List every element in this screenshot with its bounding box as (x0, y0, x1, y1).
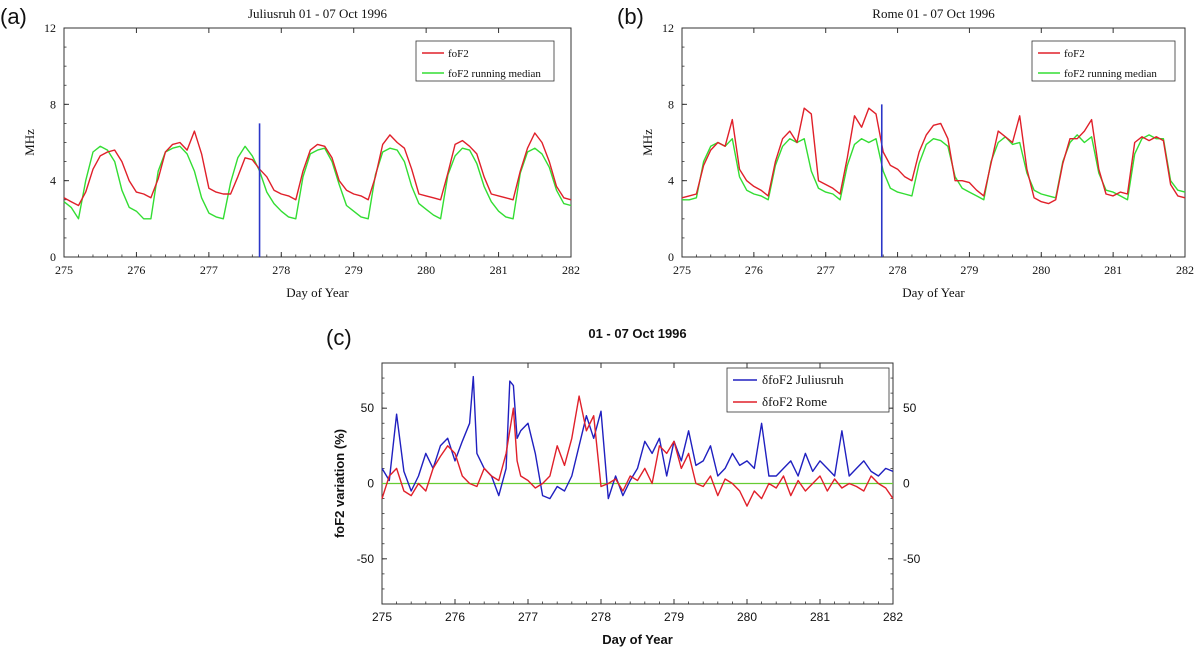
chart-b-ytick-label: 12 (662, 21, 674, 35)
chart-c-xtick-label: 279 (664, 610, 684, 624)
chart-a-legend-label: foF2 running median (448, 68, 541, 80)
chart-a-series-0 (63, 130, 572, 207)
chart-a-xtick-label: 275 (55, 263, 73, 277)
chart-c-legend (726, 367, 890, 413)
chart-c-xtick-label: 280 (737, 610, 757, 624)
chart-c-ytick-label-right: -50 (903, 552, 921, 566)
chart-c-xtick-label: 282 (883, 610, 903, 624)
chart-a-xlabel: Day of Year (286, 285, 349, 300)
panel-c-letter: (c) (326, 325, 352, 350)
chart-b-series-0 (681, 107, 1186, 205)
chart-a-xtick-label: 277 (200, 263, 218, 277)
chart-c-ylabel: foF2 variation (%) (332, 429, 347, 538)
panel-c: (c) (326, 325, 352, 350)
chart-c-ytick-label: -50 (357, 552, 375, 566)
chart-c-legend-label: δfoF2 Juliusruh (762, 372, 844, 387)
chart-a-legend (415, 40, 555, 82)
chart-b-legend-label: foF2 (1064, 48, 1085, 60)
chart-b-xlabel: Day of Year (902, 285, 965, 300)
chart-b: Rome 01 - 07 Oct 1996 275 276 277 278 279 280 2… (640, 6, 1194, 300)
chart-a-legend-label: foF2 (448, 48, 469, 60)
chart-c-ytick-label-right: 50 (903, 401, 917, 415)
chart-c-xtick-label: 275 (372, 610, 392, 624)
chart-c-xtick-label: 276 (445, 610, 465, 624)
chart-c-ytick-label: 50 (361, 401, 375, 415)
chart-c-ytick-label-right: 0 (903, 477, 910, 491)
chart-a-series-1 (63, 145, 572, 220)
chart-a: Juliusruh 01 - 07 Oct 1996 275 276 277 278 27… (22, 6, 580, 300)
chart-b-ytick-label: 4 (668, 174, 674, 188)
chart-b-xtick-label: 279 (960, 263, 978, 277)
chart-b-series-1 (682, 134, 1186, 201)
chart-a-ytick-label: 4 (50, 174, 56, 188)
chart-a-ytick-label: 8 (50, 97, 56, 111)
chart-b-xtick-label: 282 (1176, 263, 1194, 277)
chart-a-ytick-label: 12 (44, 21, 56, 35)
chart-a-xtick-label: 276 (127, 263, 145, 277)
chart-b-xtick-label: 278 (889, 263, 907, 277)
chart-a-xtick-label: 281 (490, 263, 508, 277)
chart-b-title: Rome 01 - 07 Oct 1996 (872, 6, 995, 21)
chart-a-xtick-label: 279 (345, 263, 363, 277)
chart-b-ytick-label: 8 (668, 97, 674, 111)
chart-c-xtick-label: 281 (810, 610, 830, 624)
chart-b-ytick-label: 0 (668, 250, 674, 264)
chart-c: 01 - 07 Oct 1996 275 276 277 278 279 280 281 282… (332, 326, 921, 647)
chart-c-ytick-label: 0 (367, 477, 374, 491)
panel-a: (a) (0, 4, 27, 29)
panel-b: (b) (617, 4, 644, 29)
chart-c-xtick-label: 277 (518, 610, 538, 624)
chart-b-xtick-label: 276 (745, 263, 763, 277)
chart-b-ylabel: MHz (640, 129, 655, 156)
chart-c-series-1 (381, 395, 894, 507)
chart-a-ytick-label: 0 (50, 250, 56, 264)
chart-c-title: 01 - 07 Oct 1996 (588, 326, 686, 341)
chart-a-ylabel: MHz (22, 129, 37, 156)
chart-b-xtick-label: 275 (673, 263, 691, 277)
chart-b-legend-label: foF2 running median (1064, 68, 1157, 80)
chart-b-xtick-label: 280 (1032, 263, 1050, 277)
chart-a-xtick-label: 282 (562, 263, 580, 277)
chart-c-xtick-label: 278 (591, 610, 611, 624)
chart-c-xlabel: Day of Year (602, 632, 673, 647)
chart-a-xtick-label: 280 (417, 263, 435, 277)
chart-c-series-0 (381, 375, 894, 500)
chart-a-xtick-label: 278 (272, 263, 290, 277)
chart-b-legend (1031, 40, 1176, 82)
chart-b-xtick-label: 277 (817, 263, 835, 277)
panel-b-letter: (b) (617, 4, 644, 29)
panel-a-letter: (a) (0, 4, 27, 29)
chart-b-xtick-label: 281 (1104, 263, 1122, 277)
chart-a-title: Juliusruh 01 - 07 Oct 1996 (248, 6, 388, 21)
chart-c-legend-label: δfoF2 Rome (762, 394, 827, 409)
